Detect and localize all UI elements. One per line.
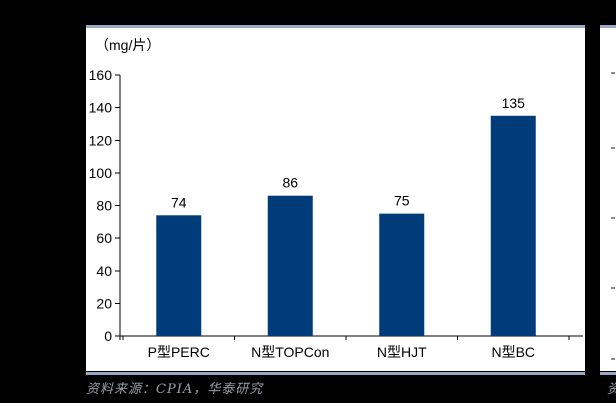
adjacent-chart-fragment [600,25,616,375]
adjacent-axis-label-fragment [611,217,615,219]
adjacent-source-note-fragment: 资料来源： [607,378,616,397]
y-tick-label: 0 [104,328,112,344]
adjacent-axis-label-fragment [611,72,615,74]
chart-area: （mg/片） 0 20 40 60 80 100 120 140 160 74 P型PERC 86 N型… [86,28,585,371]
bar-chart-canvas: （mg/片） 0 20 40 60 80 100 120 140 160 74 P型PERC 86 N型… [89,37,583,360]
bar-value-label: 135 [502,95,526,111]
card-bottom-gap [86,371,585,372]
adjacent-chart-area [600,28,616,371]
bar-2 [267,195,313,336]
chart-card: （mg/片） 0 20 40 60 80 100 120 140 160 74 P型PERC 86 N型… [86,25,585,375]
y-axis-unit-label: （mg/片） [95,37,160,53]
x-category-label: P型PERC [148,344,210,360]
bar-3 [379,213,425,336]
card-bottom-border [86,372,585,375]
y-tick-label: 140 [89,100,113,116]
bar-value-label: 75 [394,193,410,209]
source-note: 资料来源：CPIA，华泰研究 [86,382,264,397]
bar-value-label: 74 [171,194,187,210]
y-tick-label: 60 [96,230,112,246]
x-category-label: N型TOPCon [251,344,329,360]
x-category-label: N型BC [491,344,535,360]
card-top-border [86,25,585,28]
y-tick-label: 120 [89,132,113,148]
bar-4 [490,115,536,336]
y-tick-label: 80 [96,198,112,214]
y-tick-label: 40 [96,263,112,279]
adjacent-axis-label-fragment [611,287,615,289]
y-tick-label: 100 [89,165,113,181]
x-category-label: N型HJT [377,344,427,360]
adjacent-card-top-border [600,25,616,28]
adjacent-axis-label-fragment [611,147,615,149]
y-tick-label: 20 [96,295,112,311]
bar-1 [156,215,202,336]
y-tick-label: 160 [89,67,113,83]
adjacent-card-bottom-gap [600,371,616,372]
bar-value-label: 86 [282,175,298,191]
adjacent-axis-label-fragment [611,358,615,360]
adjacent-card-bottom-border [600,372,616,375]
